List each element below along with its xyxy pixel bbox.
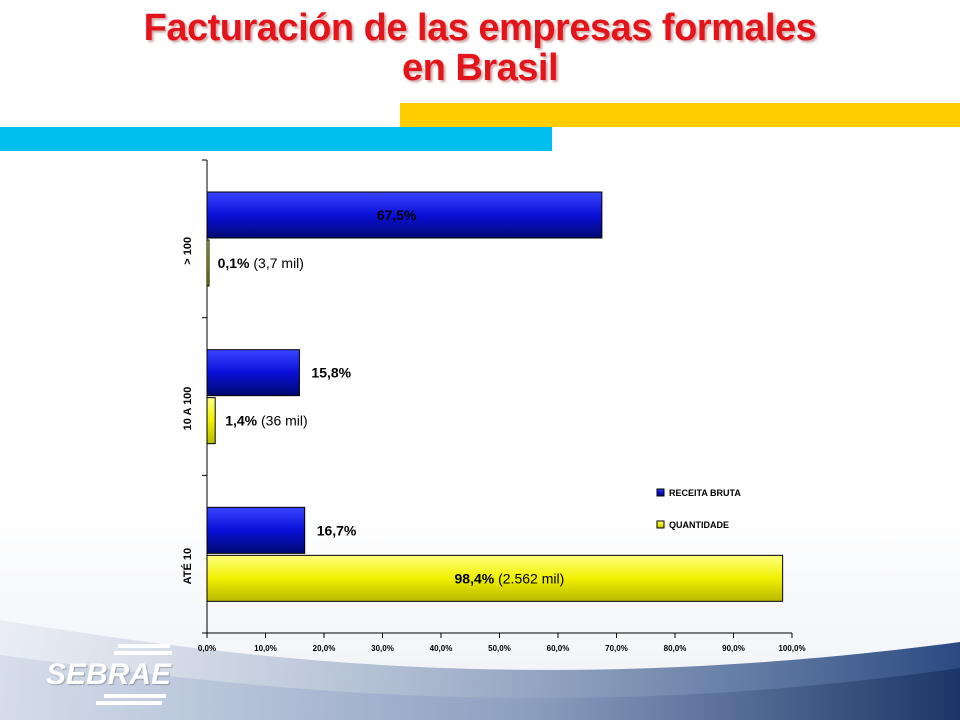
legend-label: QUANTIDADE (669, 520, 729, 530)
logo-bar (96, 701, 162, 705)
x-tick-label: 30,0% (371, 644, 394, 653)
x-tick-label: 10,0% (254, 644, 277, 653)
title-line-1: Facturación de las empresas formales (143, 7, 817, 49)
category-label: ATÉ 10 (181, 548, 194, 584)
category-label: > 100 (182, 237, 194, 265)
receita-bar (206, 506, 306, 554)
x-tick-label: 50,0% (488, 644, 511, 653)
logo-text: SEBRAE (46, 658, 172, 691)
data-label: 1,4% (36 mil) (225, 413, 307, 429)
x-tick-label: 70,0% (605, 644, 628, 653)
x-tick-label: 80,0% (664, 644, 687, 653)
data-label: 67,5% (377, 207, 417, 223)
quantidade-bar (206, 397, 216, 445)
data-label: 15,8% (311, 365, 351, 381)
category-label: 10 A 100 (182, 387, 194, 431)
x-tick-label: 100,0% (778, 644, 805, 653)
x-tick-label: 60,0% (547, 644, 570, 653)
blue-band (0, 127, 552, 151)
legend-swatch (656, 488, 665, 497)
legend-swatch (656, 520, 665, 529)
legend-label: RECEITA BRUTA (669, 488, 741, 498)
data-label: 98,4% (2.562 mil) (455, 570, 565, 586)
logo-bar (104, 694, 166, 698)
yellow-band (400, 103, 960, 127)
page-title: Facturación de las empresas formales en … (0, 8, 960, 88)
x-tick-label: 90,0% (722, 644, 745, 653)
data-label: 0,1% (3,7 mil) (218, 255, 304, 271)
x-tick-label: 0,0% (198, 644, 216, 653)
logo-bar (118, 644, 170, 648)
quantidade-bar (206, 239, 210, 287)
receita-bar (206, 191, 603, 239)
logo-bar (114, 651, 172, 655)
receita-bar (206, 349, 300, 397)
sebrae-logo: SEBRAE (46, 640, 176, 710)
data-label: 16,7% (317, 522, 357, 538)
x-tick-label: 40,0% (430, 644, 453, 653)
title-line-2: en Brasil (401, 47, 559, 89)
quantidade-bar (206, 554, 784, 602)
x-tick-label: 20,0% (313, 644, 336, 653)
